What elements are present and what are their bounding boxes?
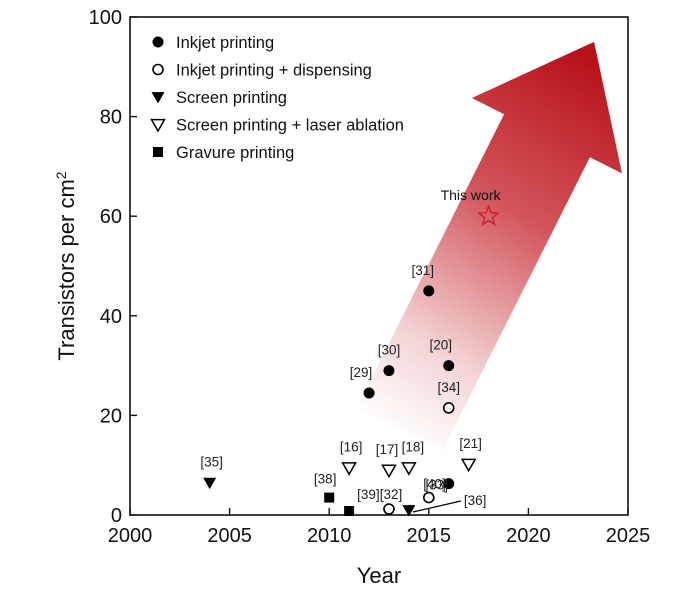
- data-point: [381, 464, 397, 479]
- star-icon: [477, 204, 501, 226]
- data-point: [324, 492, 335, 503]
- y-axis-title-superscript: 2: [53, 171, 69, 179]
- data-label: [33]: [426, 478, 449, 493]
- this-work-label: This work: [441, 187, 502, 203]
- x-axis-title: Year: [357, 563, 401, 588]
- y-tick-label: 20: [100, 405, 122, 427]
- legend-marker: [152, 63, 164, 76]
- data-label: [34]: [437, 380, 460, 395]
- legend-marker: [151, 92, 165, 104]
- data-labels-group: [29] [30] [31] [20] [40] [34] [33] [32] [35] [36]…: [200, 187, 502, 513]
- data-label: [38]: [314, 472, 337, 487]
- data-point: [203, 477, 217, 490]
- y-axis-title: Transistors per cm2: [53, 171, 79, 360]
- data-label: [32]: [380, 487, 403, 502]
- data-label: [20]: [429, 338, 452, 353]
- legend-label: Gravure printing: [176, 144, 294, 162]
- legend-label: Inkjet printing: [176, 34, 274, 52]
- data-point: [443, 360, 455, 372]
- y-tick-label: 80: [100, 107, 122, 129]
- data-point: [401, 462, 417, 476]
- y-tick-label: 60: [100, 206, 122, 228]
- data-point: [460, 458, 477, 473]
- x-tick-label: 2015: [407, 525, 452, 547]
- x-tick-label: 2025: [606, 525, 651, 547]
- data-label: [31]: [412, 263, 435, 278]
- data-point: [344, 506, 355, 517]
- legend-label: Inkjet printing + dispensing: [176, 62, 372, 80]
- data-point: [363, 387, 375, 399]
- callout-line: [412, 500, 462, 513]
- data-point: [443, 478, 455, 490]
- data-point: [402, 505, 416, 517]
- legend-marker: [150, 118, 166, 133]
- legend-marker: [153, 147, 163, 157]
- x-tick-label: 2010: [307, 525, 352, 547]
- x-tick-label: 2005: [207, 525, 252, 547]
- data-label: [30]: [378, 343, 401, 358]
- data-point: [422, 491, 435, 504]
- legend-label: Screen printing: [176, 89, 287, 107]
- data-label: [16]: [340, 440, 363, 455]
- data-label: [36]: [464, 493, 487, 508]
- y-tick-label: 0: [111, 505, 122, 527]
- data-label: [29]: [350, 365, 373, 380]
- data-label: [35]: [200, 455, 223, 470]
- data-label: [39]: [357, 487, 380, 502]
- y-tick-label: 100: [89, 7, 122, 29]
- plot-frame: [129, 16, 629, 516]
- data-label: [21]: [459, 436, 482, 451]
- data-point: [442, 402, 455, 414]
- data-point: [423, 285, 435, 297]
- trend-arrow-group: [356, 41, 622, 452]
- legend: Inkjet printing Inkjet printing + dispens…: [150, 34, 404, 162]
- y-tick-label: 40: [100, 306, 122, 328]
- data-label: [18]: [402, 440, 425, 455]
- data-point: [341, 462, 357, 476]
- legend-marker: [152, 36, 164, 48]
- data-point: [383, 503, 395, 515]
- data-label: [17]: [376, 442, 399, 457]
- y-axis-title-text: Transistors per cm: [54, 179, 79, 360]
- axes-group: 2000 2005 2010 2015 2020 2025 0 20 40 60 80 100: [89, 7, 651, 547]
- x-tick-label: 2000: [108, 525, 153, 547]
- trend-arrow: [356, 41, 622, 452]
- data-points-group: [203, 204, 501, 517]
- x-tick-label: 2020: [506, 525, 551, 547]
- data-label: [40]: [423, 477, 446, 492]
- legend-label: Screen printing + laser ablation: [176, 117, 404, 135]
- data-point: [383, 365, 395, 377]
